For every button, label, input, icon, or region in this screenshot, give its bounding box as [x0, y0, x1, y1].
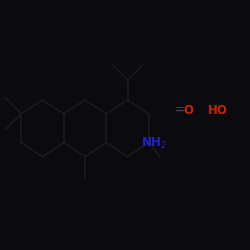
Text: O: O — [184, 104, 194, 117]
Text: NH$_2$: NH$_2$ — [141, 136, 167, 151]
Text: HO: HO — [208, 104, 228, 117]
